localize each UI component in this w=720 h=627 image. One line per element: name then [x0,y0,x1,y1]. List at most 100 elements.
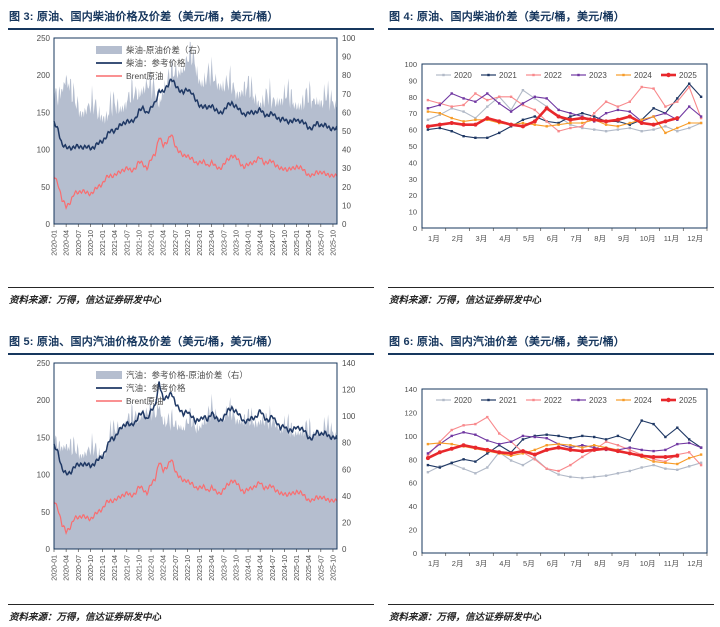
data-point-marker [485,116,490,121]
legend-label: 2020 [454,71,472,80]
data-point-marker [569,444,572,447]
x-axis-tick-label: 2023-01 [197,230,204,256]
legend-label: 柴油：参考价格 [126,58,186,68]
data-point-marker [676,130,679,133]
data-point-marker [569,121,572,125]
figure-4-title: 图 4: 原油、国内柴油价差（美元/桶，美元/桶） [388,6,714,30]
y-axis-tick-label: 80 [409,455,417,464]
data-point-marker [652,115,655,118]
x-axis-tick-label: 2024-07 [270,555,277,581]
data-point-marker [461,122,466,127]
data-point-marker [462,120,465,123]
data-point-marker [699,463,703,467]
data-point-marker [486,98,489,102]
x-axis-tick-label: 2023-04 [209,230,216,256]
series-line-reference-price [53,78,338,152]
data-point-marker [426,463,430,467]
y-axis-tick-label: 70 [409,109,417,118]
month-label: 1月 [428,234,440,243]
left-axis-tick-label: 150 [37,108,51,117]
x-axis-tick-label: 2023-01 [197,555,204,581]
data-point-marker [628,100,631,103]
data-point-marker [569,126,572,130]
data-point-marker [688,82,691,85]
x-axis-tick-label: 2022-01 [149,555,156,581]
month-label: 2月 [452,559,464,568]
x-axis-tick-label: 2021-04 [112,230,119,256]
month-label: 5月 [523,559,535,568]
data-point-marker [486,466,489,469]
data-source-note: 资料来源：万得，信达证券研发中心 [388,287,714,308]
month-label: 9月 [618,234,630,243]
data-point-marker [628,446,631,449]
plot-border [421,63,708,229]
data-point-marker [533,97,536,100]
data-point-marker [580,116,585,121]
data-point-marker [688,451,691,454]
data-point-marker [532,452,537,457]
data-point-marker [569,475,572,479]
data-point-marker [640,118,643,121]
data-point-marker [557,469,560,473]
data-point-marker [533,456,536,460]
month-label: 12月 [687,234,703,243]
legend-label: 柴油-原油价差（右） [126,45,205,55]
data-point-marker [486,136,489,139]
data-point-marker [652,107,655,110]
data-point-marker [676,426,679,429]
data-point-marker [569,123,572,126]
data-point-marker [663,119,668,124]
right-axis-tick-label: 90 [342,53,351,62]
diesel-price-and-spread-chart: 0 50 100 150 200 250 0 10 20 30 40 50 60 70 80 90 100 202… [37,34,356,256]
x-axis-tick-label: 2020-01 [52,230,59,256]
right-axis-tick-label: 140 [342,359,356,368]
right-axis-tick-label: 60 [342,108,351,117]
x-axis-tick-label: 2021-01 [100,230,107,256]
legend-swatch-area [96,371,122,379]
data-point-marker [509,122,514,127]
y-axis-tick-label: 20 [409,191,417,200]
series-line-2020 [427,451,702,479]
legend-marker [442,398,445,402]
series-area-spread [54,41,337,224]
month-label: 8月 [594,234,606,243]
series-line-2021 [427,82,702,139]
data-point-marker [509,110,513,113]
data-point-marker [593,446,596,449]
plot-border [53,37,338,225]
data-point-marker [676,462,679,466]
data-point-marker [533,435,536,439]
legend-label: 2025 [679,71,697,80]
legend-marker [577,73,580,77]
data-point-marker [497,119,502,124]
data-point-marker [592,447,597,452]
data-point-marker [438,103,441,107]
data-point-marker [473,122,478,127]
data-point-marker [592,117,597,122]
x-axis-tick-label: 2020-10 [88,230,95,256]
month-label: 10月 [640,559,656,568]
data-point-marker [474,472,477,475]
series-line-2020 [427,89,702,132]
x-axis-tick-label: 2021-10 [136,230,143,256]
legend-marker [666,72,671,78]
x-axis-tick-label: 2023-10 [233,230,240,256]
x-axis-tick-label: 2024-04 [258,230,265,256]
data-point-marker [581,444,584,447]
data-point-marker [521,118,525,121]
legend-label: 2024 [634,396,652,405]
y-axis-tick-label: 120 [404,408,417,417]
y-axis-tick-label: 40 [409,158,417,167]
data-point-marker [604,119,609,124]
gasoline-price-and-spread-chart: 0 50 100 150 200 250 0 20 40 60 80 100 120 140 2020-01… [37,359,356,581]
x-axis-tick-label: 2021-07 [124,230,131,256]
data-point-marker [450,461,453,464]
data-point-marker [425,124,430,129]
y-axis-tick-label: 50 [409,142,417,151]
data-point-marker [557,108,560,112]
data-point-marker [533,95,536,98]
data-point-marker [581,476,584,480]
legend-label: 2021 [499,71,517,80]
data-point-marker [604,130,608,133]
data-point-marker [521,434,525,438]
